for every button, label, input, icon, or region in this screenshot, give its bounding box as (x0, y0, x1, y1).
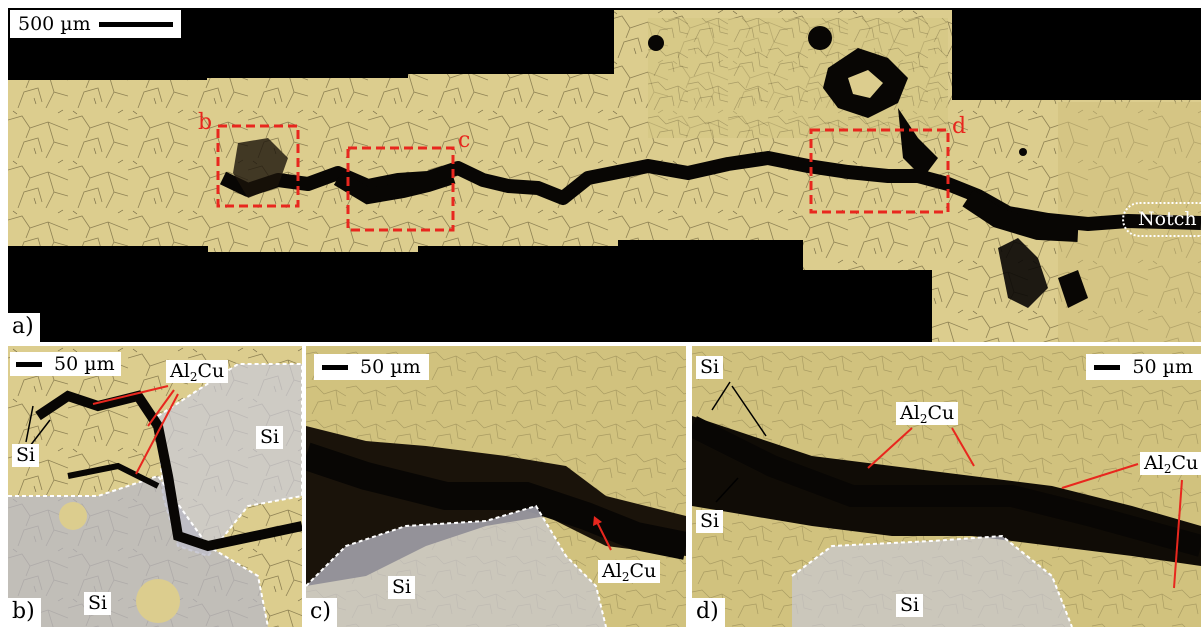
scale-bar-a-line (98, 21, 173, 27)
label-al2cu-b-sub: 2 (189, 370, 198, 384)
label-al2cu-c-cu: Cu (629, 560, 657, 582)
label-al2cu-d-2: Al2Cu (1140, 452, 1201, 475)
label-al2cu-c: Al2Cu (598, 560, 661, 584)
panel-d: 50 µm Si Si Si Al2Cu Al2Cu d) (692, 346, 1201, 627)
scale-bar-b-line (16, 361, 42, 367)
label-si-d-mid: Si (696, 510, 724, 533)
label-al2cu-d-1-cu: Cu (927, 402, 955, 424)
label-al2cu-d-2-al: Al (1144, 452, 1164, 474)
panel-a-label: a) (8, 313, 40, 342)
label-al2cu-b: Al2Cu (166, 360, 229, 384)
roi-box-c (346, 146, 455, 232)
label-si-d-bottom: Si (896, 594, 924, 617)
panel-a-micrograph (8, 10, 1201, 342)
label-al2cu-b-al: Al (170, 360, 190, 382)
scale-bar-a-label: 500 µm (18, 13, 91, 35)
label-al2cu-d-1-al: Al (900, 402, 920, 424)
panel-b: 50 µm Al2Cu Si Si Si b) (8, 346, 302, 627)
label-al2cu-c-al: Al (602, 560, 622, 582)
roi-label-c: c (458, 128, 471, 153)
scale-bar-c-label: 50 µm (360, 356, 421, 378)
label-si-b-right: Si (256, 426, 284, 449)
scale-bar-d-label: 50 µm (1132, 356, 1193, 378)
panel-c-label: c) (306, 598, 337, 627)
roi-box-b (216, 124, 300, 208)
scale-bar-b-label: 50 µm (54, 353, 115, 375)
label-si-b-bottom: Si (84, 592, 112, 615)
panel-b-label: b) (8, 598, 41, 627)
roi-label-b: b (198, 110, 213, 135)
label-al2cu-d-2-sub: 2 (1163, 462, 1172, 476)
label-al2cu-d-1: Al2Cu (896, 402, 959, 426)
scale-bar-c-line (322, 364, 348, 370)
roi-box-d (809, 128, 950, 214)
label-si-c: Si (388, 576, 416, 599)
panel-c: 50 µm Si Al2Cu c) (306, 346, 686, 627)
label-al2cu-d-1-sub: 2 (919, 412, 928, 426)
panel-b-micrograph (8, 346, 302, 627)
label-si-d-top: Si (696, 356, 724, 379)
scale-bar-a: 500 µm (10, 10, 181, 38)
label-al2cu-b-cu: Cu (197, 360, 225, 382)
panel-d-label: d) (692, 598, 725, 627)
label-si-b-left: Si (12, 444, 40, 467)
label-al2cu-c-sub: 2 (621, 570, 630, 584)
scale-bar-b: 50 µm (10, 352, 121, 376)
notch-label: Notch (1122, 202, 1201, 237)
scale-bar-d: 50 µm (1086, 354, 1201, 380)
panel-a: 500 µm b c d Notch a) (8, 8, 1201, 342)
panel-c-micrograph (306, 346, 686, 627)
scale-bar-c: 50 µm (314, 354, 429, 380)
panel-d-micrograph (692, 346, 1201, 627)
label-al2cu-d-2-cu: Cu (1171, 452, 1199, 474)
roi-label-d: d (952, 114, 967, 139)
scale-bar-d-line (1094, 364, 1121, 370)
